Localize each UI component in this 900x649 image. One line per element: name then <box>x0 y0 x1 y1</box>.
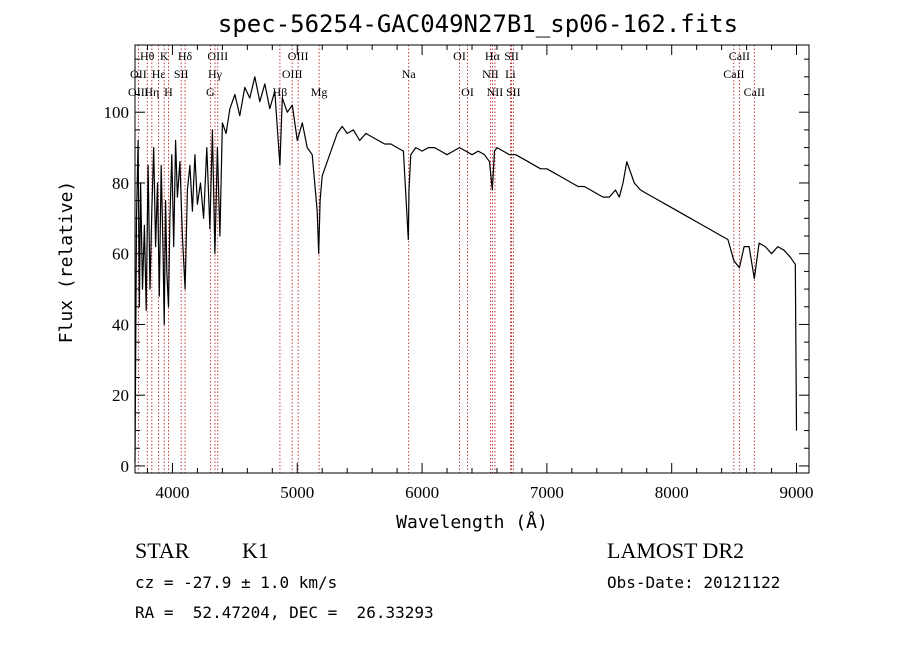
spectral-line-label: OI <box>461 85 474 99</box>
spectral-line-label: Hε <box>152 67 166 81</box>
spectral-line-label: OIII <box>282 67 303 81</box>
x-axis-label: Wavelength (Å) <box>396 511 548 533</box>
y-tick-label: 0 <box>121 457 130 476</box>
y-tick-label: 60 <box>112 245 129 264</box>
spectral-line-label: G <box>206 85 215 99</box>
x-tick-label: 6000 <box>405 483 439 502</box>
x-tick-label: 4000 <box>155 483 189 502</box>
ra-dec-coordinates: RA = 52.47204, DEC = 26.33293 <box>135 603 434 622</box>
spectral-line-label: SII <box>504 49 519 63</box>
spectral-line-label: H <box>164 85 173 99</box>
spectral-line-label: K <box>160 49 169 63</box>
object-class: STAR <box>135 538 190 563</box>
y-tick-label: 100 <box>104 103 130 122</box>
spectral-line-label: NII <box>487 85 504 99</box>
spectral-line-label: Li <box>505 67 516 81</box>
observation-date: Obs-Date: 20121122 <box>607 573 781 592</box>
axis-ticks: 4000 5000 6000 7000 8000 9000 0 20 40 60 80 100 <box>104 45 814 502</box>
spectral-line-label: SII <box>506 85 521 99</box>
chart-title: spec-56254-GAC049N27B1_sp06-162.fits <box>218 10 738 38</box>
plot-frame <box>134 44 810 474</box>
spectral-line-label: Hβ <box>273 85 288 99</box>
y-tick-label: 40 <box>112 315 129 334</box>
spectral-line-label: Hα <box>485 49 501 63</box>
x-tick-label: 5000 <box>280 483 314 502</box>
survey-name: LAMOST DR2 <box>607 538 745 563</box>
y-axis-label: Flux (relative) <box>56 181 77 344</box>
x-tick-label: 7000 <box>530 483 564 502</box>
redshift-cz: cz = -27.9 ± 1.0 km/s <box>135 573 338 592</box>
spectral-line-label: SII <box>174 67 189 81</box>
spectral-line-label: OIII <box>207 49 228 63</box>
spectral-line-label: Hγ <box>208 67 223 81</box>
spectral-line-label: Hδ <box>178 49 193 63</box>
x-tick-label: 9000 <box>780 483 814 502</box>
spectrum-series-line <box>134 76 798 463</box>
spectral-line-label: OI <box>453 49 466 63</box>
spectral-line-label: OIII <box>288 49 309 63</box>
spectral-line-label: NII <box>482 67 499 81</box>
x-tick-label: 8000 <box>655 483 689 502</box>
y-tick-label: 80 <box>112 174 129 193</box>
spectral-line-markers <box>137 45 755 473</box>
spectral-line-label: Hθ <box>140 49 155 63</box>
spectral-line-labels: Hθ OII OIII K H Hε Hη Hδ SII OIII Hγ G OIII OIII Hβ Mg N… <box>128 49 765 99</box>
spectral-line-label: CaII <box>729 49 750 63</box>
object-subclass: K1 <box>242 538 269 563</box>
spectral-line-label: CaII <box>723 67 744 81</box>
spectral-line-label: Mg <box>311 85 328 99</box>
spectral-line-label: CaII <box>744 85 765 99</box>
spectral-line-label: OIII <box>128 85 149 99</box>
spectral-line-label: OII <box>130 67 147 81</box>
spectral-line-label: Hη <box>144 85 159 99</box>
y-tick-label: 20 <box>112 386 129 405</box>
spectral-line-label: Na <box>402 67 417 81</box>
